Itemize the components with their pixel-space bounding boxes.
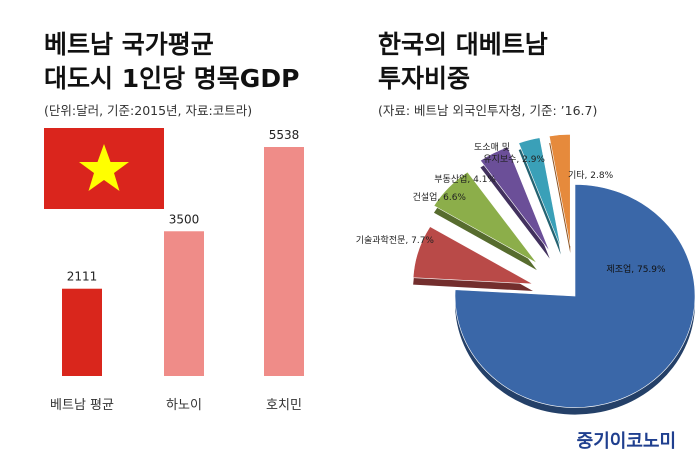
pie-slice-label: 건설업, 6.6%	[413, 192, 467, 203]
bar	[62, 288, 102, 376]
bar	[164, 231, 204, 376]
left-chart-subtitle: (단위:달러, 기준:2015년, 자료:코트라)	[44, 103, 253, 118]
pie-slice	[412, 226, 534, 285]
pie-slice	[433, 171, 538, 264]
pie-slice	[479, 146, 551, 252]
bar-value-label: 3500	[169, 212, 200, 226]
pie-slice-label: 유지보수, 2.9%	[483, 154, 545, 165]
right-title-line1: 한국의 대베트남	[378, 30, 548, 59]
bar-category-label: 호치민	[266, 398, 302, 413]
pie-slice	[548, 134, 571, 247]
pie-slice	[518, 137, 562, 248]
right-chart-title: 한국의 대베트남 투자비중	[378, 28, 548, 96]
vietnam-flag-icon	[44, 128, 164, 209]
brand-logo: 중기이코노미	[576, 431, 676, 452]
left-chart-title: 베트남 국가평균 대도시 1인당 명목GDP	[44, 28, 299, 96]
pie-slice-side	[518, 144, 561, 255]
pie-slice-label: 기술과학전문, 7.7%	[356, 235, 435, 246]
bar-category-label: 하노이	[166, 398, 202, 413]
right-chart-subtitle: (자료: 베트남 외국인투자청, 기준: ’16.7)	[378, 103, 598, 118]
flag-star	[79, 144, 129, 191]
bar	[264, 147, 304, 376]
bar-category-label: 베트남 평균	[50, 398, 114, 413]
pie-slice-label: 기타, 2.8%	[568, 170, 614, 181]
pie-slice-label: 부동산업, 4.1%	[434, 174, 496, 185]
bar-value-label: 2111	[67, 270, 98, 284]
left-title-line1: 베트남 국가평균	[44, 30, 214, 59]
pie-slice-label: 제조업, 75.9%	[606, 264, 666, 275]
pie-slice-label: 도소매 및	[474, 141, 510, 153]
right-title-line2: 투자비중	[378, 64, 471, 93]
bar-value-label: 5538	[269, 128, 300, 142]
pie-slice	[454, 184, 696, 408]
left-title-line2: 대도시 1인당 명목GDP	[44, 64, 300, 93]
